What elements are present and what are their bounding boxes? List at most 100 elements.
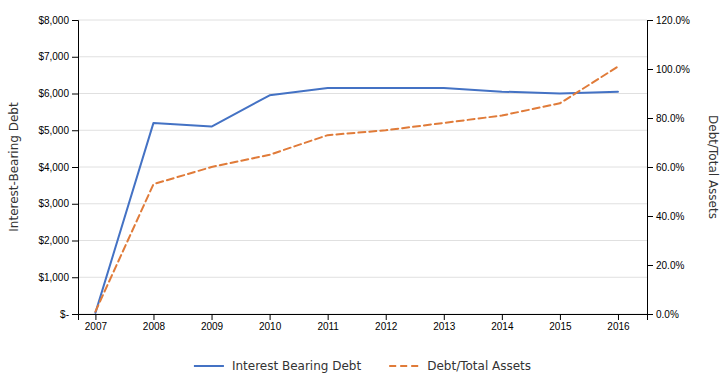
series-line (95, 67, 618, 312)
grid-line (78, 240, 647, 241)
x-axis-tick-label: 2015 (549, 321, 572, 332)
y-axis-tick-mark (72, 94, 78, 95)
x-axis-tick-label: 2010 (259, 321, 282, 332)
y-axis-tick-label: $4,000 (38, 162, 69, 173)
y2-axis-tick-label: 40.0% (656, 211, 684, 222)
legend-label: Debt/Total Assets (427, 359, 531, 373)
x-axis-tick-label: 2011 (317, 321, 339, 332)
y-axis-title: Interest-Bearing Debt (7, 102, 21, 232)
legend-item: Debt/Total Assets (389, 359, 531, 373)
y-axis-tick: $6,000 (38, 88, 78, 99)
y-axis-tick: $5,000 (38, 125, 78, 136)
y-axis-tick-label: $- (60, 309, 69, 320)
x-axis-tick-label: 2007 (85, 321, 108, 332)
chart: 2007 2008 2009 2010 2011 2012 2013 2014 2015 2016… (0, 0, 725, 384)
x-axis-tick-mark (618, 314, 619, 320)
y-axis-tick-label: $1,000 (38, 272, 69, 283)
plot: 2007 2008 2009 2010 2011 2012 2013 2014 2015 2016… (7, 15, 720, 332)
legend-swatch (194, 365, 224, 367)
y2-axis-tick: 100.0% (647, 64, 690, 75)
grid (78, 20, 647, 314)
y-axis-tick-mark (72, 20, 78, 21)
y-axis-tick: $2,000 (38, 235, 78, 246)
x-axis-tick-mark (153, 314, 154, 320)
y2-axis-tick-label: 0.0% (656, 309, 679, 320)
y2-axis-tick: 0.0% (647, 309, 679, 320)
grid-line (78, 56, 647, 57)
y2-axis-tick-mark (647, 216, 653, 217)
y2-axis: 0.0% 20.0% 40.0% 60.0% 80.0% 100.0% 120.0% (647, 15, 690, 320)
y-axis-tick: $4,000 (38, 162, 78, 173)
y-axis-tick: $- (60, 309, 78, 320)
y-axis-tick-mark (72, 167, 78, 168)
x-axis-tick: 2008 (143, 314, 166, 332)
x-axis-tick-label: 2013 (433, 321, 456, 332)
y-axis: $- $1,000 $2,000 $3,000 $4,000 $5,000 $6,000 $7… (38, 15, 78, 320)
lines (95, 67, 618, 313)
x-axis-tick-mark (328, 314, 329, 320)
y2-axis-tick: 120.0% (647, 15, 690, 26)
legend-item: Interest Bearing Debt (194, 359, 362, 373)
y-axis-tick-mark (72, 241, 78, 242)
y2-axis-tick: 20.0% (647, 260, 684, 271)
y2-axis-tick-label: 100.0% (656, 64, 690, 75)
y-axis-tick: $1,000 (38, 272, 78, 283)
y-axis-tick-label: $5,000 (38, 125, 69, 136)
legend-label: Interest Bearing Debt (232, 359, 362, 373)
x-axis-tick-mark (212, 314, 213, 320)
x-axis-tick: 2007 (85, 314, 108, 332)
legend: Interest Bearing Debt Debt/Total Assets (194, 359, 531, 373)
x-axis-tick: 2011 (317, 314, 339, 332)
x-axis-tick: 2009 (201, 314, 224, 332)
y2-axis-tick-label: 80.0% (656, 113, 684, 124)
y2-axis-title: Debt/Total Assets (706, 115, 720, 219)
y2-axis-tick-label: 60.0% (656, 162, 684, 173)
y2-axis-tick-mark (647, 265, 653, 266)
x-axis-tick-mark (502, 314, 503, 320)
grid-line (78, 130, 647, 131)
legend-swatch (389, 365, 419, 367)
x-axis-tick: 2015 (549, 314, 572, 332)
x-axis-tick-mark (444, 314, 445, 320)
grid-line (78, 203, 647, 204)
y-axis-tick: $3,000 (38, 198, 78, 209)
y-axis-line (72, 21, 79, 315)
y-axis-tick-label: $7,000 (38, 51, 69, 62)
y-axis-tick-mark (72, 277, 78, 278)
y2-axis-tick-mark (647, 314, 653, 315)
x-axis-tick-label: 2009 (201, 321, 224, 332)
grid-line (78, 20, 647, 21)
x-axis-tick-mark (386, 314, 387, 320)
x-axis-tick-label: 2012 (375, 321, 398, 332)
x-axis-tick-label: 2014 (491, 321, 514, 332)
y2-axis-tick-mark (647, 69, 653, 70)
y2-axis-line (648, 21, 654, 315)
x-axis-tick-label: 2008 (143, 321, 166, 332)
x-axis-tick-label: 2016 (607, 321, 630, 332)
x-axis: 2007 2008 2009 2010 2011 2012 2013 2014 2015 2016 (79, 314, 648, 332)
y-axis-tick-mark (72, 314, 78, 315)
series-line (95, 88, 618, 313)
y-axis-tick-mark (72, 57, 78, 58)
x-axis-tick: 2014 (491, 314, 514, 332)
y-axis-tick: $8,000 (38, 15, 78, 26)
y-axis-tick-label: $2,000 (38, 235, 69, 246)
grid-line (78, 277, 647, 278)
x-axis-tick: 2013 (433, 314, 456, 332)
x-axis-line (79, 315, 648, 321)
y2-axis-tick-label: 120.0% (656, 15, 690, 26)
y-axis-tick: $7,000 (38, 51, 78, 62)
y-axis-tick-label: $8,000 (38, 15, 69, 26)
x-axis-tick-mark (270, 314, 271, 320)
y2-axis-tick: 40.0% (647, 211, 684, 222)
y2-axis-tick-mark (647, 167, 653, 168)
x-axis-tick-mark (560, 314, 561, 320)
y2-axis-tick: 80.0% (647, 113, 684, 124)
y-axis-tick-mark (72, 204, 78, 205)
y-axis-tick-mark (72, 130, 78, 131)
grid-line (78, 167, 647, 168)
x-axis-tick-mark (95, 314, 96, 320)
y2-axis-tick-mark (647, 20, 653, 21)
y2-axis-tick: 60.0% (647, 162, 684, 173)
y-axis-tick-label: $3,000 (38, 198, 69, 209)
